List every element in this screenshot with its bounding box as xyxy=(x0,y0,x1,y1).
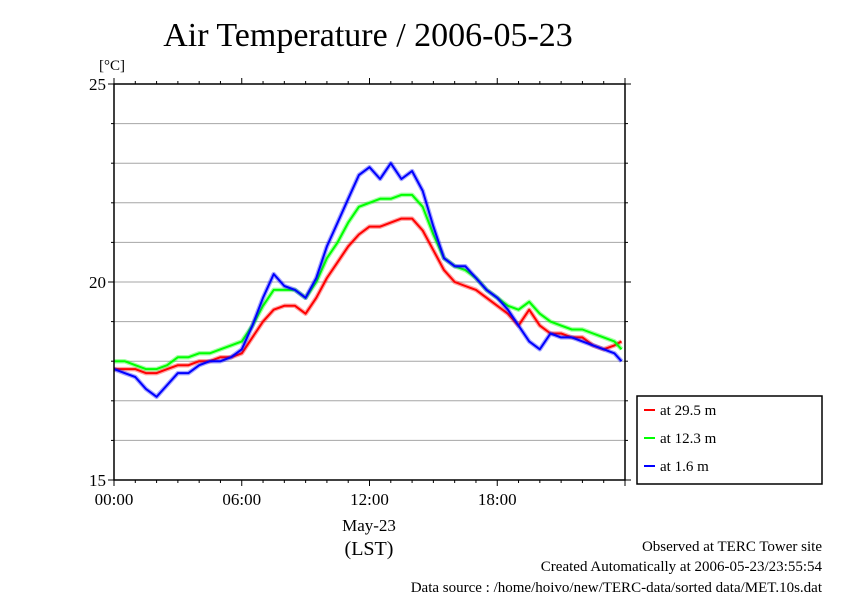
series-layer xyxy=(113,160,624,400)
legend-label: at 29.5 m xyxy=(660,403,717,419)
y-tick-label: 15 xyxy=(89,471,106,490)
y-unit-label: [°C] xyxy=(99,58,125,74)
legend: at 29.5 m at 12.3 m at 1.6 m xyxy=(636,395,823,485)
series-line-2 xyxy=(114,193,623,371)
x-tick-label: 18:00 xyxy=(478,490,517,509)
x-axis: 00:00 06:00 12:00 18:00 xyxy=(95,78,626,509)
y-axis: 15 20 25 xyxy=(89,75,631,490)
series-halo-3 xyxy=(113,160,624,400)
x-tick-label: 00:00 xyxy=(95,490,134,509)
chart-title: Air Temperature / 2006-05-23 xyxy=(163,17,573,54)
legend-box xyxy=(636,395,823,485)
series-halo-1 xyxy=(114,216,623,376)
footer-site: Observed at TERC Tower site xyxy=(642,539,822,555)
series-line-1 xyxy=(114,217,622,375)
grid xyxy=(114,123,625,441)
legend-label: at 12.3 m xyxy=(660,431,717,447)
footer-source: Data source : /home/hoivo/new/TERC-data/… xyxy=(411,580,823,595)
legend-label: at 1.6 m xyxy=(660,459,709,475)
series-line-3 xyxy=(113,162,623,398)
x-tick-label: 12:00 xyxy=(350,490,389,509)
y-tick-label: 20 xyxy=(89,273,106,292)
footer-created: Created Automatically at 2006-05-23/23:5… xyxy=(541,559,823,575)
y-tick-label: 25 xyxy=(89,75,106,94)
x-timezone-label: (LST) xyxy=(345,538,394,560)
x-date-label: May-23 xyxy=(342,516,396,535)
x-tick-label: 06:00 xyxy=(222,490,261,509)
